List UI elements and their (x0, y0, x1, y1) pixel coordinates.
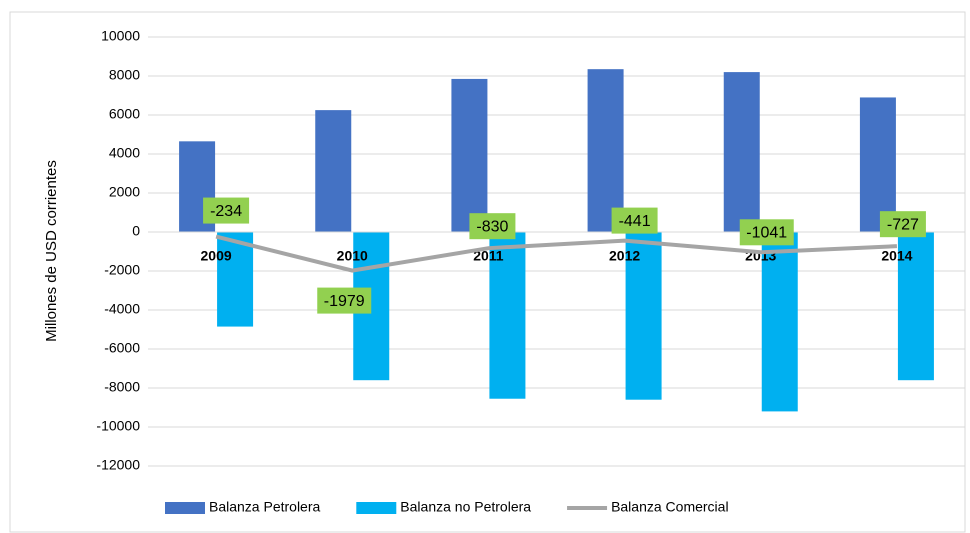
y-tick-label: 4000 (109, 145, 140, 161)
y-tick-label: 2000 (109, 184, 140, 200)
bar (315, 110, 352, 232)
bar (859, 97, 896, 232)
data-label-box (739, 219, 794, 246)
x-tick-label: 2011 (473, 248, 504, 264)
bar (217, 232, 254, 327)
chart-frame (9, 11, 966, 533)
y-axis-title: Millones de USD corrientes (43, 160, 60, 342)
data-label: -1041 (746, 225, 787, 242)
x-tick-label: 2010 (337, 248, 368, 264)
data-label: -234 (210, 203, 242, 220)
legend-swatch (165, 502, 205, 514)
bar (587, 69, 624, 232)
legend-label: Balanza no Petrolera (400, 499, 531, 515)
y-tick-label: -4000 (104, 301, 140, 317)
x-tick-label: 2009 (201, 248, 232, 264)
line-series (215, 234, 898, 273)
y-tick-label: -12000 (96, 457, 140, 473)
legend-label: Balanza Petrolera (209, 499, 321, 515)
x-tick-label: 2012 (609, 248, 640, 264)
y-tick-label: -10000 (96, 418, 140, 434)
y-tick-label: -6000 (104, 340, 140, 356)
bar (897, 232, 934, 381)
data-label: -830 (476, 218, 508, 235)
bar (489, 232, 526, 399)
data-label: -1979 (324, 293, 365, 310)
y-tick-label: -2000 (104, 262, 140, 278)
data-label-box (203, 197, 250, 224)
bar (625, 232, 662, 400)
y-tick-label: -8000 (104, 379, 140, 395)
data-label-box (317, 287, 372, 314)
bar (723, 72, 760, 232)
y-tick-label: 6000 (109, 106, 140, 122)
y-tick-label: 0 (132, 223, 140, 239)
data-label-box (879, 211, 926, 238)
legend-swatch (356, 502, 397, 514)
data-label-box (611, 207, 658, 234)
y-tick-label: 10000 (101, 28, 140, 44)
y-tick-label: 8000 (109, 67, 140, 83)
data-label: -441 (619, 213, 651, 230)
x-tick-label: 2014 (881, 248, 912, 264)
legend-label: Balanza Comercial (611, 499, 729, 515)
data-label-box (469, 213, 516, 240)
data-label: -727 (887, 216, 919, 233)
bar (761, 232, 798, 412)
bar (451, 78, 488, 232)
